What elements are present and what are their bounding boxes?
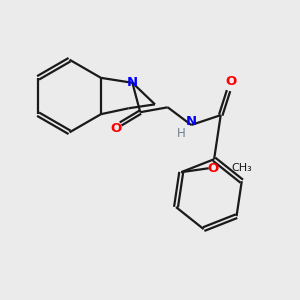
Text: N: N xyxy=(186,115,197,128)
Text: H: H xyxy=(177,127,186,140)
Text: O: O xyxy=(225,75,236,88)
Text: N: N xyxy=(127,76,138,89)
Text: O: O xyxy=(207,162,218,175)
Text: CH₃: CH₃ xyxy=(231,163,252,173)
Text: O: O xyxy=(110,122,121,135)
